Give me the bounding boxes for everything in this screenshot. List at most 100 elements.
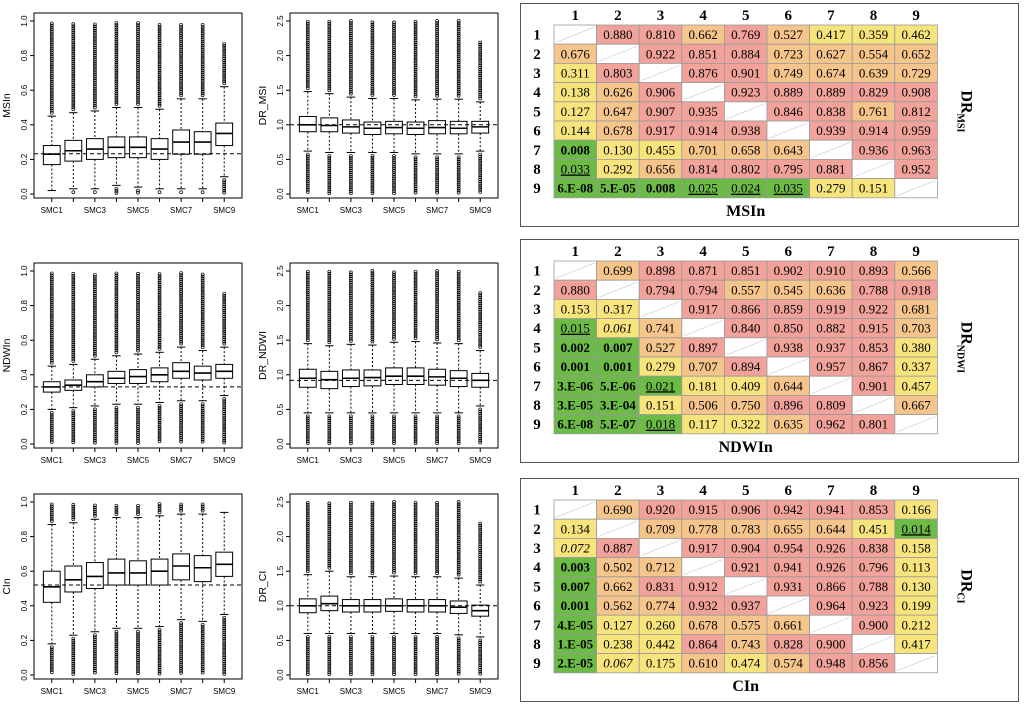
p-value: 0.939 (816, 123, 845, 138)
outlier (71, 313, 76, 318)
outlier (413, 540, 418, 544)
outlier (349, 60, 353, 65)
outlier (305, 36, 310, 41)
outlier-points (478, 40, 483, 194)
outlier (392, 37, 396, 41)
outlier (327, 416, 332, 421)
outlier (370, 500, 375, 505)
p-value: 0.906 (646, 85, 676, 100)
outlier (435, 439, 439, 444)
outlier (114, 317, 119, 321)
outlier (157, 671, 162, 676)
y-tick-label: 1.0 (20, 15, 29, 27)
outlier (157, 309, 162, 314)
outlier (392, 72, 396, 77)
outlier (392, 274, 396, 279)
outlier (478, 648, 483, 653)
outlier (370, 72, 375, 77)
outlier (179, 85, 183, 89)
outlier (114, 81, 119, 86)
outlier (136, 311, 140, 316)
outlier (179, 25, 183, 29)
outlier (349, 519, 353, 524)
outlier (71, 303, 76, 307)
outlier (413, 431, 418, 435)
outlier (93, 275, 97, 279)
outlier (305, 558, 310, 563)
outlier (435, 304, 439, 309)
p-value: 0.783 (731, 521, 760, 536)
outlier (349, 179, 353, 183)
outlier (71, 504, 76, 509)
outlier (413, 332, 418, 336)
column-header: 1 (572, 8, 580, 24)
outlier (305, 307, 310, 311)
outlier (200, 652, 205, 656)
outlier (114, 503, 119, 508)
outlier (370, 641, 375, 646)
outlier (478, 411, 483, 416)
outlier (136, 100, 140, 104)
outlier (413, 178, 418, 183)
outlier (370, 51, 375, 56)
outlier (435, 85, 439, 90)
outlier (114, 319, 119, 324)
outlier (157, 429, 162, 433)
outlier (222, 428, 227, 433)
outlier (49, 431, 54, 436)
outlier (114, 506, 119, 510)
outlier (370, 327, 375, 331)
outlier (222, 296, 227, 300)
outlier (349, 52, 353, 57)
outlier (49, 315, 54, 319)
p-value: 0.838 (859, 541, 888, 556)
p-value: 0.455 (646, 142, 675, 157)
outlier (305, 666, 310, 670)
outlier (349, 164, 353, 169)
outlier (435, 540, 439, 544)
outlier-points (179, 271, 183, 444)
outlier (49, 29, 54, 34)
outlier (435, 91, 439, 96)
outlier (157, 91, 162, 96)
outlier (49, 46, 54, 51)
outlier (200, 58, 205, 62)
y-tick-label: 0.6 (20, 565, 29, 577)
outlier (200, 37, 205, 42)
outlier (349, 48, 353, 52)
outlier (327, 662, 332, 666)
outlier (71, 282, 76, 286)
outlier (93, 93, 97, 97)
outlier (413, 334, 418, 338)
outlier (200, 645, 205, 650)
outlier (179, 664, 183, 669)
outlier (413, 313, 418, 318)
outlier (456, 77, 461, 81)
outlier (349, 316, 353, 320)
outlier (71, 57, 76, 62)
outlier (456, 33, 461, 38)
outlier (179, 306, 183, 311)
outlier (200, 662, 205, 667)
outlier (222, 321, 227, 325)
column-header: 1 (572, 483, 580, 499)
diagonal-mark (811, 616, 851, 633)
outlier (413, 190, 418, 195)
box (107, 558, 126, 586)
outlier (71, 319, 76, 324)
outlier (179, 625, 183, 630)
outlier (136, 315, 140, 320)
outlier (179, 291, 183, 296)
outlier (222, 77, 227, 81)
outlier (392, 166, 396, 171)
outlier (200, 670, 205, 675)
outlier (349, 529, 353, 534)
outlier (222, 314, 227, 319)
outlier (71, 421, 76, 426)
outlier (327, 40, 332, 45)
outlier (136, 102, 140, 106)
outlier (370, 296, 375, 300)
outlier (49, 284, 54, 288)
outlier (413, 655, 418, 660)
outlier (478, 299, 483, 304)
